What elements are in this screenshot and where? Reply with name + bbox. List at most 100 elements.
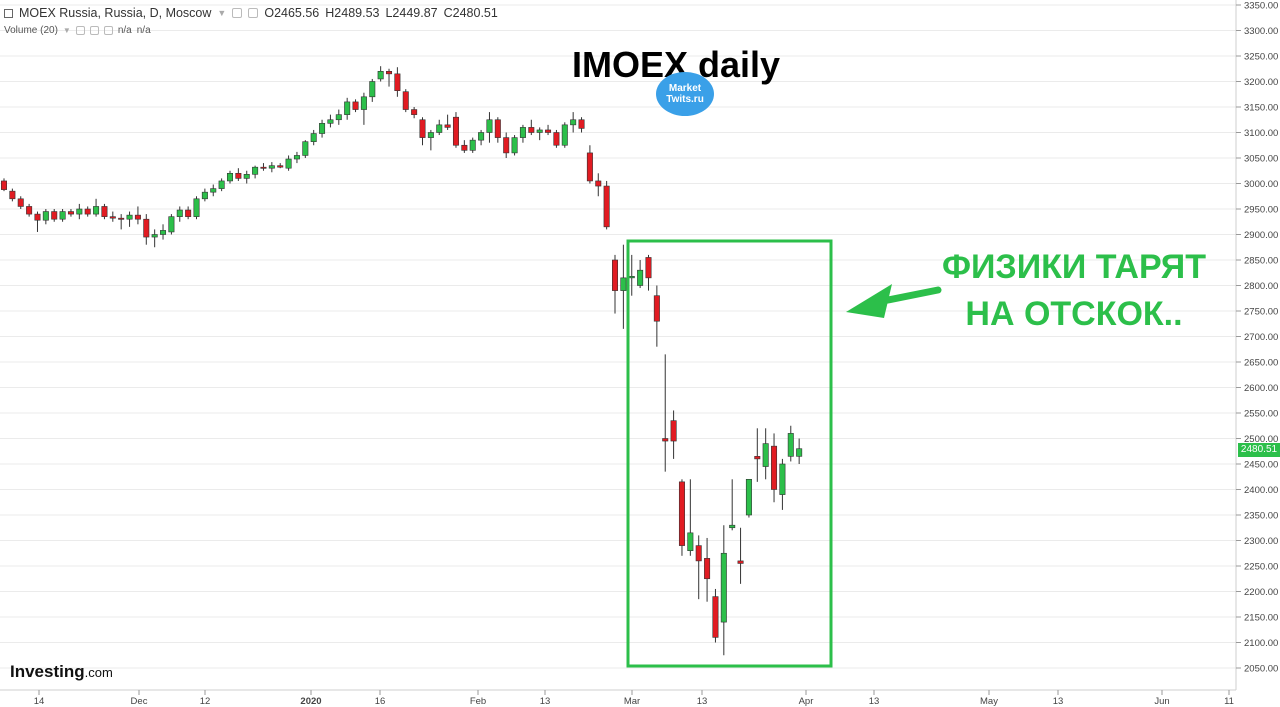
candle <box>545 124 552 136</box>
candle-body <box>603 185 610 228</box>
close-icon[interactable] <box>103 26 113 35</box>
candle-body <box>0 180 8 190</box>
y-tick-label: 3200.00 <box>1244 77 1278 88</box>
candle <box>419 117 426 146</box>
brand-name: Investing <box>10 662 85 681</box>
x-tick-label: 13 <box>1053 696 1064 707</box>
settings-icon[interactable] <box>89 26 99 35</box>
candle <box>754 428 761 482</box>
candle-body <box>637 269 644 286</box>
candle-body <box>310 133 317 142</box>
candle-body <box>452 116 459 146</box>
markettwits-logo: Market Twits.ru <box>656 72 714 116</box>
candle-body <box>160 230 167 235</box>
candle <box>243 170 250 184</box>
arrow-shaft <box>874 286 942 306</box>
candle <box>352 99 359 113</box>
y-tick-label: 2350.00 <box>1244 511 1278 522</box>
candle-body <box>678 481 685 546</box>
candle-body <box>185 209 192 217</box>
x-tick-label: 12 <box>200 696 211 707</box>
candle <box>76 203 83 220</box>
candle <box>93 198 100 217</box>
candle <box>0 178 8 192</box>
annotation-line1: ФИЗИКИ ТАРЯТ <box>941 248 1207 286</box>
candle <box>143 214 150 245</box>
candle <box>745 478 752 518</box>
candle-body <box>620 277 627 291</box>
last-price-tag: 2480.51 <box>1238 443 1280 457</box>
x-tick-label: Apr <box>799 696 814 707</box>
candle <box>293 151 300 164</box>
x-tick-label: Jun <box>1154 696 1169 707</box>
candle <box>51 209 58 222</box>
candle-body <box>720 552 727 623</box>
candle-body <box>285 158 292 169</box>
candle-body <box>729 524 736 529</box>
candle-body <box>319 123 326 134</box>
candle-body <box>151 234 158 238</box>
brand-suffix: .com <box>84 665 113 680</box>
x-tick-label: Dec <box>131 696 148 707</box>
volume-label[interactable]: Volume (20) <box>4 25 58 36</box>
eye-icon[interactable] <box>75 26 85 35</box>
close-value: C2480.51 <box>443 6 498 20</box>
y-tick-label: 2700.00 <box>1244 332 1278 343</box>
candle-body <box>344 101 351 115</box>
candle <box>344 97 351 120</box>
candle-body <box>143 218 150 238</box>
candle <box>704 537 711 602</box>
candle-body <box>360 96 367 110</box>
collapse-icon[interactable] <box>4 8 13 18</box>
candle <box>779 458 786 510</box>
candle-body <box>260 166 267 169</box>
candle-body <box>570 119 577 126</box>
candle <box>151 229 158 248</box>
candle <box>302 140 309 158</box>
candle-body <box>704 558 711 580</box>
y-tick-label: 2600.00 <box>1244 383 1278 394</box>
candle <box>586 145 593 184</box>
candle-body <box>536 129 543 133</box>
candle-body <box>628 276 635 279</box>
candle-body <box>293 155 300 160</box>
candle-body <box>578 119 585 129</box>
candle <box>503 132 510 158</box>
candle-body <box>553 132 560 146</box>
candle <box>176 206 183 222</box>
symbol-label[interactable]: MOEX Russia, Russia, D, Moscow <box>19 6 212 20</box>
y-tick-label: 2050.00 <box>1244 664 1278 675</box>
candle <box>394 67 401 97</box>
candle <box>210 184 217 197</box>
highlight-box <box>626 239 833 668</box>
candle <box>101 203 108 220</box>
candle-body <box>528 127 535 133</box>
eye-icon[interactable] <box>232 8 243 18</box>
candle <box>469 137 476 153</box>
settings-icon[interactable] <box>248 8 259 18</box>
candle <box>536 127 543 141</box>
candle <box>268 162 275 173</box>
chevron-down-icon[interactable]: ▼ <box>217 8 227 18</box>
chevron-down-icon[interactable]: ▼ <box>62 26 71 35</box>
candle <box>427 129 434 151</box>
candle <box>653 285 660 347</box>
y-tick-label: 2950.00 <box>1244 205 1278 216</box>
candle <box>645 254 652 291</box>
candle <box>787 425 794 462</box>
candle <box>678 479 685 556</box>
candle-body <box>787 433 794 457</box>
y-tick-label: 3100.00 <box>1244 128 1278 139</box>
candle-body <box>51 211 58 220</box>
candle-body <box>335 114 342 121</box>
candle <box>461 140 468 153</box>
candle <box>168 214 175 235</box>
investing-logo[interactable]: Investing.com <box>10 662 113 682</box>
candle-body <box>402 91 409 110</box>
y-tick-label: 3000.00 <box>1244 179 1278 190</box>
y-tick-label: 2400.00 <box>1244 485 1278 496</box>
candle <box>595 173 602 197</box>
candle <box>369 78 376 102</box>
x-tick-label: Feb <box>470 696 486 707</box>
volume-ma-value: n/a <box>136 25 151 36</box>
